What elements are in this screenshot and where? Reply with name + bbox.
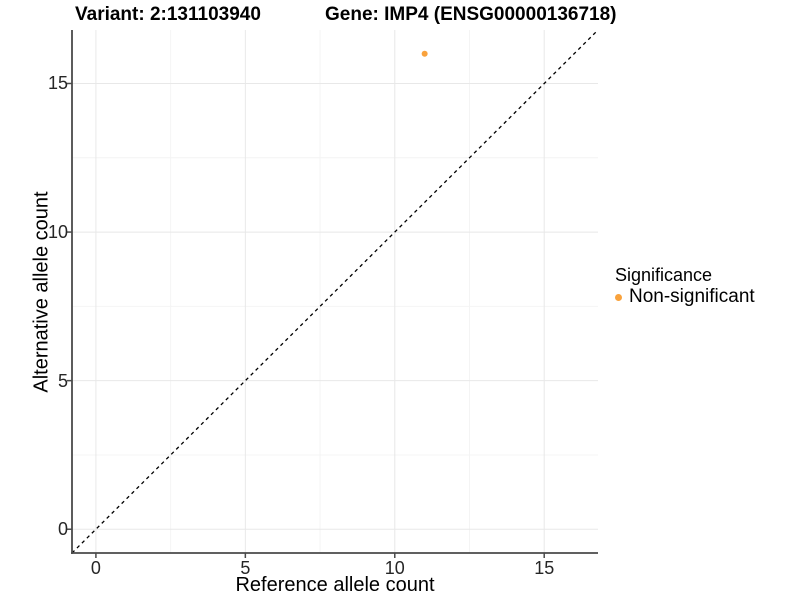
legend-title: Significance	[615, 265, 713, 285]
x-tick-label: 10	[384, 558, 405, 578]
legend-point-icon	[615, 293, 622, 301]
x-axis-label: Reference allele count	[235, 574, 435, 596]
x-tick-label: 15	[534, 558, 555, 578]
y-tick-label: 15	[47, 73, 68, 94]
legend-item-label: Non-significant	[629, 286, 755, 307]
legend-item-non-significant: Non-significant	[615, 286, 755, 308]
y-tick-label: 5	[57, 370, 68, 391]
gene-title: Gene: IMP4 (ENSG00000136718)	[325, 4, 617, 25]
y-tick-label: 0	[57, 519, 68, 540]
y-axis-label: Alternative allele count	[30, 191, 53, 393]
y-tick-label: 10	[47, 222, 68, 243]
x-tick-label: 0	[90, 558, 101, 578]
legend: Significance Non-significant	[615, 264, 755, 308]
x-tick-label: 5	[240, 558, 251, 578]
variant-title: Variant: 2:131103940	[75, 4, 261, 25]
data-point	[421, 50, 428, 57]
identity-dashed-line	[71, 29, 599, 554]
